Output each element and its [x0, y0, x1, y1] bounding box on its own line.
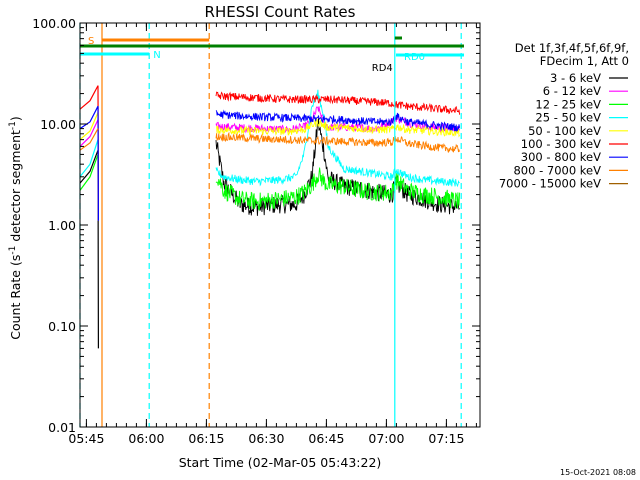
- segment-label-rd4: RD4: [372, 63, 393, 74]
- series-12-25-kev-pre: [79, 154, 99, 191]
- segment-label-n: N: [153, 50, 160, 61]
- plot-series-layer: [79, 85, 461, 349]
- x-tick-label: 06:45: [308, 431, 344, 446]
- series-100-300-kev-pre: [79, 85, 99, 221]
- legend-label: 7000 - 15000 keV: [499, 177, 601, 191]
- series-50-100-kev-pre: [79, 112, 99, 141]
- x-tick-label: 07:00: [368, 431, 404, 446]
- y-tick-label: 1.00: [48, 218, 76, 233]
- series-25-50-kev: [215, 89, 460, 188]
- y-label-mid: detector segment: [8, 130, 23, 246]
- series-6-12-kev-pre: [79, 119, 99, 147]
- legend-label: 25 - 50 keV: [535, 111, 601, 125]
- series-300-800-kev-pre: [79, 105, 99, 221]
- legend-label: 3 - 6 keV: [550, 71, 601, 85]
- footer-date: 15-Oct-2021 08:08: [560, 468, 636, 477]
- x-tick-label: 07:15: [428, 431, 464, 446]
- y-label-pre: Count Rate (s: [8, 255, 23, 340]
- attenuator-segments: S N RD4 RD0: [80, 36, 464, 74]
- legend-header-1: Det 1f,3f,4f,5f,6f,9f,: [515, 41, 629, 55]
- y-tick-label: 100.00: [32, 16, 76, 31]
- legend-label: 6 - 12 keV: [543, 84, 601, 98]
- x-tick-label: 05:45: [68, 431, 104, 446]
- chart-title: RHESSI Count Rates: [205, 3, 356, 21]
- y-label-sup: -1: [8, 246, 18, 255]
- legend-label: 50 - 100 keV: [528, 124, 601, 138]
- series-50-100-kev: [215, 117, 460, 138]
- legend-label: 100 - 300 keV: [521, 137, 601, 151]
- series-800-7000-kev-pre: [79, 128, 99, 151]
- y-label-sup2: -1: [8, 121, 18, 130]
- series-300-800-kev: [215, 109, 461, 132]
- x-tick-label: 06:15: [188, 431, 224, 446]
- segment-label-s: S: [88, 36, 94, 47]
- x-tick-label: 06:00: [128, 431, 164, 446]
- segment-label-rd0: RD0: [404, 52, 425, 63]
- vertical-markers: [79, 23, 462, 427]
- plot-frame: [79, 22, 481, 428]
- y-label-post: ): [8, 116, 23, 121]
- series-100-300-kev: [215, 91, 461, 115]
- y-tick-label: 0.01: [48, 420, 76, 435]
- legend-label: 800 - 7000 keV: [513, 163, 601, 177]
- x-tick-label: 06:30: [248, 431, 284, 446]
- series-12-25-kev: [215, 167, 461, 212]
- legend: Det 1f,3f,4f,5f,6f,9f,FDecim 1, Att 0 3 -…: [499, 41, 629, 191]
- y-axis-label: Count Rate (s-1 detector segment-1): [8, 116, 23, 340]
- legend-label: 300 - 800 keV: [521, 150, 601, 164]
- series-800-7000-kev: [215, 131, 461, 153]
- y-tick-label: 10.00: [40, 117, 76, 132]
- y-tick-label: 0.10: [48, 319, 76, 334]
- legend-header-2: FDecim 1, Att 0: [540, 54, 629, 68]
- legend-label: 12 - 25 keV: [535, 97, 601, 111]
- series-3-6-kev-pre: [79, 149, 99, 349]
- x-axis-label: Start Time (02-Mar-05 05:43:22): [179, 455, 382, 470]
